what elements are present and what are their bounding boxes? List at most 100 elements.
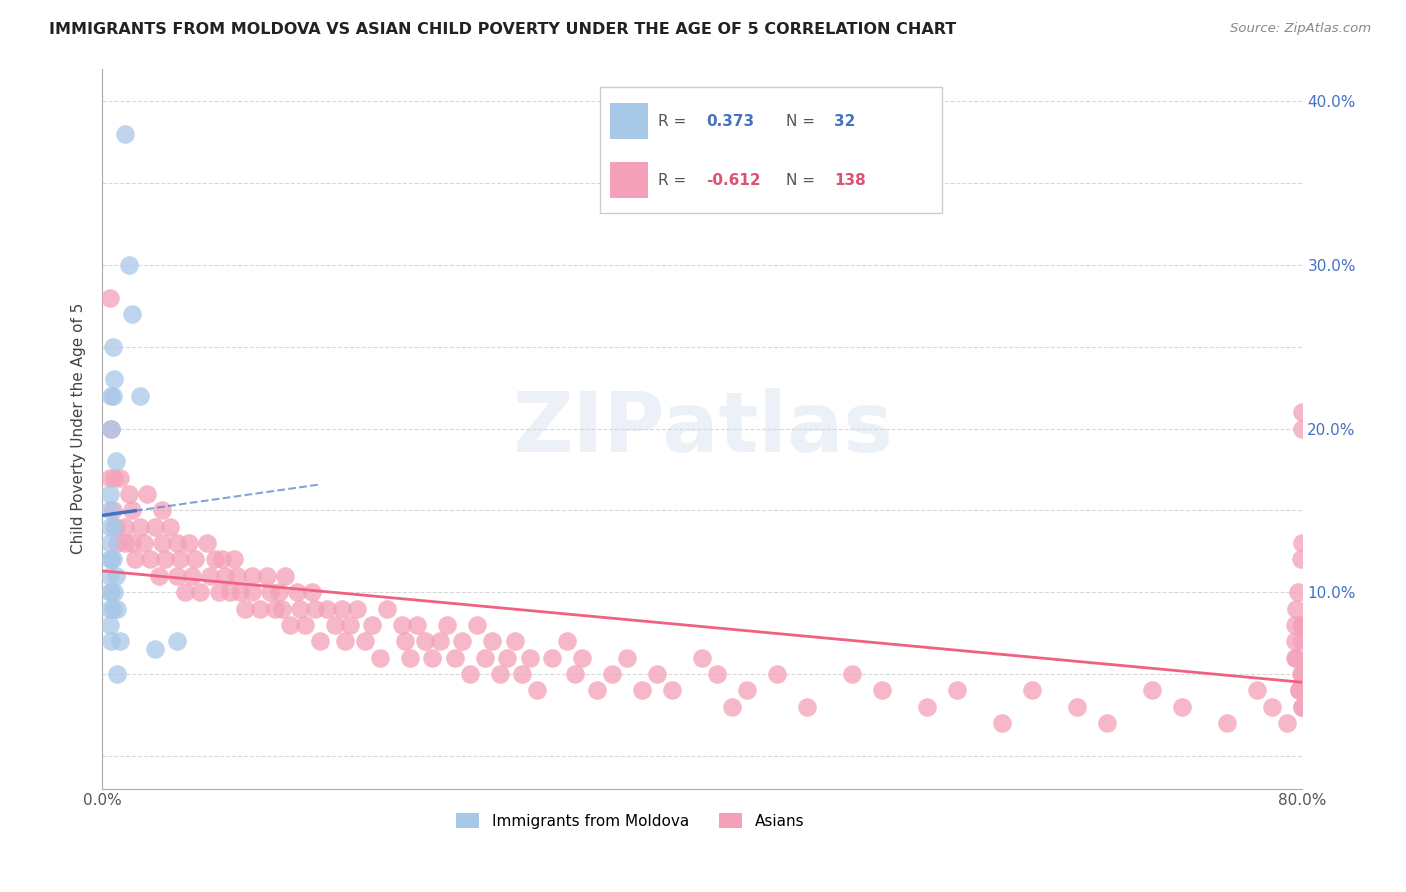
- Point: [240, 585, 263, 599]
- Point: [104, 569, 127, 583]
- Point: [104, 454, 127, 468]
- Point: [413, 634, 436, 648]
- Y-axis label: Child Poverty Under the Age of 5: Child Poverty Under the Age of 5: [72, 303, 86, 554]
- Point: [555, 634, 578, 648]
- Point: [100, 634, 122, 648]
- Point: [647, 667, 669, 681]
- Point: [1142, 683, 1164, 698]
- Point: [1277, 716, 1299, 731]
- Point: [1288, 683, 1310, 698]
- Point: [1291, 699, 1313, 714]
- Point: [1291, 405, 1313, 419]
- Point: [226, 569, 249, 583]
- Point: [368, 650, 391, 665]
- Point: [436, 618, 458, 632]
- Point: [134, 536, 156, 550]
- Point: [304, 601, 326, 615]
- Point: [278, 618, 301, 632]
- Point: [564, 667, 586, 681]
- Point: [98, 618, 121, 632]
- Point: [991, 716, 1014, 731]
- Point: [346, 601, 368, 615]
- Point: [110, 634, 132, 648]
- Point: [121, 503, 143, 517]
- Point: [105, 601, 128, 615]
- Point: [737, 683, 759, 698]
- FancyBboxPatch shape: [600, 87, 942, 212]
- Point: [481, 634, 503, 648]
- Point: [100, 421, 122, 435]
- Point: [510, 667, 533, 681]
- Point: [101, 552, 124, 566]
- Point: [224, 552, 246, 566]
- Point: [474, 650, 496, 665]
- Point: [766, 667, 789, 681]
- Point: [98, 585, 121, 599]
- Text: 0.373: 0.373: [706, 113, 754, 128]
- Point: [128, 519, 150, 533]
- Point: [420, 650, 443, 665]
- Point: [1291, 618, 1313, 632]
- Point: [166, 536, 188, 550]
- Point: [98, 536, 121, 550]
- Text: N =: N =: [786, 173, 815, 187]
- Point: [1285, 601, 1308, 615]
- Point: [104, 519, 127, 533]
- Point: [290, 601, 312, 615]
- Point: [335, 634, 357, 648]
- Point: [211, 552, 233, 566]
- Point: [100, 389, 122, 403]
- Point: [98, 519, 121, 533]
- Point: [1289, 552, 1312, 566]
- Point: [339, 618, 361, 632]
- Point: [398, 650, 420, 665]
- Point: [121, 307, 143, 321]
- Point: [143, 642, 166, 657]
- Point: [872, 683, 894, 698]
- Point: [1285, 650, 1308, 665]
- Point: [110, 470, 132, 484]
- Point: [148, 569, 170, 583]
- Point: [124, 552, 146, 566]
- Point: [98, 503, 121, 517]
- Point: [118, 258, 141, 272]
- Point: [1021, 683, 1043, 698]
- Point: [323, 618, 346, 632]
- Text: -0.612: -0.612: [706, 173, 761, 187]
- Text: 32: 32: [834, 113, 856, 128]
- Point: [391, 618, 413, 632]
- Point: [1284, 618, 1306, 632]
- Text: ZIPatlas: ZIPatlas: [512, 388, 893, 469]
- Point: [98, 569, 121, 583]
- Point: [917, 699, 939, 714]
- Point: [841, 667, 863, 681]
- Point: [1291, 699, 1313, 714]
- Point: [571, 650, 593, 665]
- Point: [105, 667, 128, 681]
- Text: 138: 138: [834, 173, 866, 187]
- Point: [496, 650, 519, 665]
- Point: [118, 487, 141, 501]
- Point: [128, 389, 150, 403]
- Point: [98, 601, 121, 615]
- Point: [1246, 683, 1268, 698]
- Point: [208, 585, 231, 599]
- Point: [465, 618, 488, 632]
- Text: R =: R =: [658, 173, 686, 187]
- Point: [103, 372, 125, 386]
- Point: [361, 618, 384, 632]
- Point: [103, 585, 125, 599]
- Point: [101, 503, 124, 517]
- Point: [100, 585, 122, 599]
- Point: [159, 519, 181, 533]
- Text: IMMIGRANTS FROM MOLDOVA VS ASIAN CHILD POVERTY UNDER THE AGE OF 5 CORRELATION CH: IMMIGRANTS FROM MOLDOVA VS ASIAN CHILD P…: [49, 22, 956, 37]
- Point: [451, 634, 474, 648]
- Point: [101, 601, 124, 615]
- Point: [946, 683, 969, 698]
- Point: [1066, 699, 1088, 714]
- Point: [166, 569, 188, 583]
- Point: [1291, 421, 1313, 435]
- Point: [692, 650, 714, 665]
- Point: [661, 683, 683, 698]
- Point: [181, 569, 204, 583]
